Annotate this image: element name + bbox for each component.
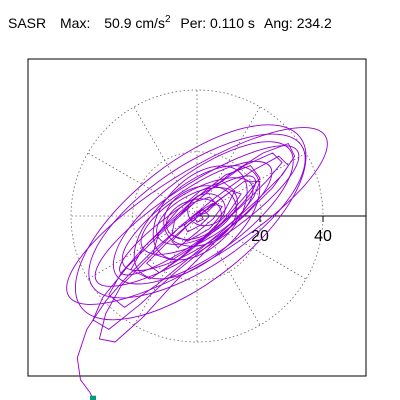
trace-loop — [165, 198, 222, 240]
angle-label: Ang: — [264, 15, 293, 31]
angle-value: 234.2 — [296, 15, 332, 31]
max-label: Max: — [60, 15, 91, 31]
ring-labels: 20 40 — [251, 228, 332, 245]
trace-loop — [156, 187, 238, 245]
trace-loop — [140, 177, 254, 255]
trace-loop — [133, 165, 261, 280]
period-value: 0.110 s — [209, 15, 255, 31]
plot-header: SASR Max: 50.9 cm/s2 Per: 0.110 s Ang: 2… — [8, 14, 332, 31]
ring-label: 20 — [251, 228, 269, 245]
plot-frame — [27, 58, 367, 377]
trace-loop — [66, 127, 328, 305]
ring-label: 40 — [314, 228, 332, 245]
max-unit-exponent: 2 — [164, 14, 171, 25]
grid-spoke — [87, 215, 198, 280]
grid-spoke — [133, 215, 198, 326]
trace-loop — [187, 193, 226, 227]
trace-loop — [88, 133, 306, 299]
trace-endpoint — [90, 395, 97, 400]
trace-loop — [74, 124, 307, 321]
trace-loop — [163, 185, 237, 247]
trace-loop — [119, 175, 256, 276]
grid-spoke — [196, 152, 307, 217]
max-value: 50.9 — [104, 15, 132, 31]
station-code: SASR — [8, 15, 47, 31]
trace-loop — [94, 145, 300, 287]
grid-spoke — [133, 106, 198, 217]
period-label: Per: — [180, 15, 207, 31]
endpoint-group — [90, 395, 97, 400]
trace-loop — [152, 165, 248, 261]
max-unit: cm/s — [135, 15, 165, 31]
motion-trace — [66, 124, 328, 399]
trace-loop — [121, 160, 273, 272]
